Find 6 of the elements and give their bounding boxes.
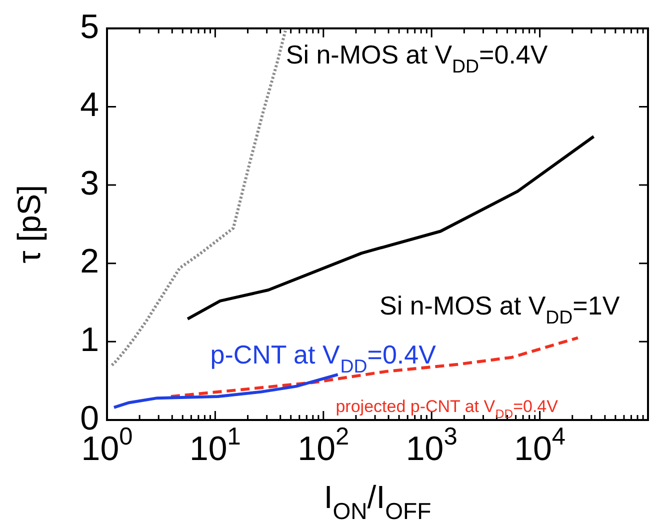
y-tick-label: 1 (80, 321, 99, 360)
y-axis-title: τ [pS] (11, 184, 47, 264)
y-tick-label: 3 (80, 164, 99, 202)
y-tick-label: 2 (80, 242, 99, 281)
y-tick-label: 5 (80, 8, 99, 46)
y-tick-label: 4 (80, 86, 99, 124)
